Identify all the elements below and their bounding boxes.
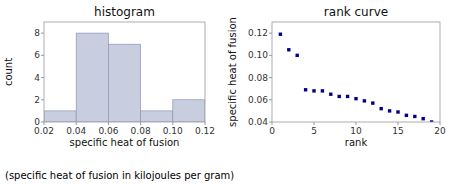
y-tick xyxy=(269,99,272,100)
x-tick-label: 0 xyxy=(269,126,275,136)
y-tick-label: 0.10 xyxy=(248,50,268,60)
x-tick-label: 20 xyxy=(434,126,446,136)
point xyxy=(304,88,307,91)
x-tick-label: 0.04 xyxy=(66,126,86,136)
x-tick xyxy=(172,122,173,125)
point xyxy=(321,89,324,92)
point xyxy=(380,107,383,110)
plot-frame xyxy=(272,22,440,122)
y-tick-label: 0 xyxy=(34,117,40,127)
point xyxy=(329,93,332,96)
point xyxy=(371,101,374,104)
x-tick xyxy=(76,122,77,125)
x-tick-label: 0.02 xyxy=(34,126,54,136)
y-tick-label: 0.06 xyxy=(248,95,268,105)
y-tick-label: 2 xyxy=(34,95,40,105)
point xyxy=(279,33,282,36)
y-tick-label: 0.04 xyxy=(248,117,268,127)
x-tick xyxy=(314,122,315,125)
chart-histogram: 0.02 0.04 0.06 0.08 0.10 0.12 0 2 4 6 8 histogram sp… xyxy=(3,5,215,148)
background xyxy=(0,0,451,184)
x-axis-label: specific heat of fusion xyxy=(70,137,180,148)
point xyxy=(413,115,416,118)
y-axis-label: specific heat of fusion xyxy=(227,17,238,127)
point xyxy=(363,99,366,102)
y-tick xyxy=(269,33,272,34)
y-tick xyxy=(41,99,44,100)
point xyxy=(312,89,315,92)
y-tick xyxy=(41,55,44,56)
point xyxy=(287,48,290,51)
histogram-bar xyxy=(76,33,108,122)
x-tick xyxy=(440,122,441,125)
y-tick xyxy=(41,77,44,78)
point xyxy=(396,110,399,113)
y-axis-label: count xyxy=(3,58,14,86)
x-axis-label: rank xyxy=(345,137,368,148)
x-tick xyxy=(205,122,206,125)
x-tick-label: 10 xyxy=(350,126,362,136)
point xyxy=(388,109,391,112)
point xyxy=(405,114,408,117)
chart-scatter: 0 5 10 15 20 0.04 0.06 0.08 0.10 0.12 rank curve ra… xyxy=(227,5,446,148)
histogram-bar xyxy=(141,111,173,122)
y-tick xyxy=(269,77,272,78)
x-tick xyxy=(140,122,141,125)
y-tick-label: 4 xyxy=(34,73,40,83)
x-tick-label: 0.06 xyxy=(98,126,118,136)
y-tick-label: 0.12 xyxy=(248,28,268,38)
marks xyxy=(44,33,205,122)
histogram-bar xyxy=(173,100,205,122)
x-tick xyxy=(108,122,109,125)
caption: (specific heat of fusion in kilojoules p… xyxy=(5,170,234,181)
histogram-bar xyxy=(108,44,140,122)
y-tick-label: 0.08 xyxy=(248,73,268,83)
x-tick-label: 0.10 xyxy=(163,126,183,136)
x-tick-label: 0.12 xyxy=(195,126,215,136)
x-tick-label: 15 xyxy=(392,126,403,136)
figure: 0.02 0.04 0.06 0.08 0.10 0.12 0 2 4 6 8 histogram sp… xyxy=(0,0,451,184)
histogram-bar xyxy=(44,111,76,122)
point xyxy=(422,117,425,120)
y-tick xyxy=(41,33,44,34)
point xyxy=(346,95,349,98)
point xyxy=(296,54,299,57)
chart-title: rank curve xyxy=(324,5,388,19)
plot-frame xyxy=(44,22,205,122)
point xyxy=(338,95,341,98)
y-tick xyxy=(269,122,272,123)
y-tick xyxy=(269,55,272,56)
y-tick xyxy=(41,122,44,123)
point xyxy=(354,97,357,100)
y-tick-label: 6 xyxy=(34,50,40,60)
x-tick-label: 0.08 xyxy=(131,126,151,136)
y-tick-label: 8 xyxy=(34,28,40,38)
marks xyxy=(279,33,434,122)
x-tick xyxy=(398,122,399,125)
chart-title: histogram xyxy=(94,5,155,19)
x-tick-label: 5 xyxy=(311,126,317,136)
x-tick xyxy=(356,122,357,125)
